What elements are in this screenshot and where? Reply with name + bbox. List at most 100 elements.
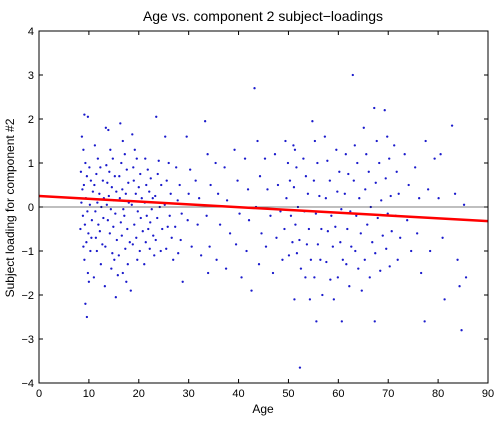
data-point (118, 175, 121, 178)
x-tick-label: 60 (332, 388, 344, 400)
data-point (117, 254, 120, 257)
data-point (82, 148, 85, 151)
data-point (334, 225, 337, 228)
data-point (324, 197, 328, 200)
data-point (260, 232, 263, 235)
data-point (180, 212, 183, 215)
data-point (82, 183, 86, 187)
data-point (95, 172, 98, 176)
data-point (143, 263, 146, 266)
data-point (199, 254, 203, 257)
data-point (122, 208, 125, 211)
data-point (189, 168, 192, 171)
y-tick-label: −3 (21, 334, 34, 346)
data-point (386, 135, 389, 138)
data-point (341, 258, 344, 261)
reference-lines (38, 194, 489, 223)
data-point (424, 139, 427, 143)
data-point (336, 190, 339, 193)
data-point (136, 258, 139, 261)
data-points (79, 73, 468, 369)
data-point (399, 236, 402, 239)
data-point (153, 254, 156, 257)
data-point (169, 192, 172, 195)
data-point (271, 271, 275, 275)
data-point (340, 208, 343, 211)
data-point (181, 280, 184, 283)
data-point (99, 166, 102, 169)
y-tick-label: −4 (21, 378, 34, 390)
x-tick-label: 40 (232, 388, 244, 400)
data-point (240, 276, 243, 279)
data-point (136, 210, 139, 213)
data-point (148, 247, 151, 250)
data-point (190, 245, 193, 248)
data-point (381, 234, 384, 237)
data-point (340, 320, 343, 323)
data-point (373, 106, 376, 110)
data-point (393, 144, 396, 147)
data-point (144, 241, 147, 244)
x-tick-label: 90 (482, 388, 494, 400)
chart-title: Age vs. component 2 subject−loadings (143, 8, 383, 24)
data-point (397, 192, 400, 195)
data-point (326, 159, 329, 162)
data-point (85, 241, 88, 244)
data-point (128, 241, 131, 244)
data-point (360, 289, 363, 292)
data-point (208, 245, 211, 248)
data-point (205, 214, 208, 217)
data-point (437, 197, 440, 200)
data-point (91, 190, 95, 193)
data-point (315, 320, 318, 323)
data-point (107, 128, 110, 132)
data-point (139, 172, 142, 176)
data-point (108, 170, 111, 173)
data-point (209, 183, 212, 187)
y-tick-label: 4 (28, 26, 34, 38)
data-point (179, 238, 182, 242)
data-point (154, 238, 157, 242)
data-point (134, 192, 137, 195)
data-point (161, 227, 164, 231)
data-point (130, 203, 133, 206)
data-point (306, 192, 310, 195)
data-point (132, 166, 135, 169)
data-point (99, 263, 103, 266)
data-point (145, 214, 148, 217)
data-point (307, 227, 311, 231)
data-point (84, 161, 87, 165)
data-point (119, 221, 122, 224)
data-point (374, 252, 377, 255)
data-point (223, 166, 226, 169)
data-point (185, 135, 188, 138)
data-point (375, 139, 378, 143)
data-point (148, 190, 151, 193)
y-tick-label: 0 (28, 202, 34, 214)
data-point (86, 115, 90, 118)
data-point (344, 153, 347, 156)
data-point (450, 124, 454, 127)
y-tick-label: −2 (21, 290, 34, 302)
data-point (89, 179, 93, 182)
data-point (85, 175, 89, 178)
data-point (305, 243, 309, 246)
data-point (131, 133, 134, 136)
data-point (196, 223, 199, 226)
data-point (152, 234, 155, 237)
data-point (376, 216, 379, 220)
data-point (269, 214, 272, 217)
data-point (289, 214, 293, 217)
data-point (395, 170, 398, 173)
data-point (258, 175, 262, 178)
data-point (325, 260, 328, 264)
data-point (86, 210, 89, 213)
data-point (116, 274, 119, 277)
data-point (343, 192, 346, 195)
data-point (79, 227, 82, 231)
data-point (87, 232, 90, 235)
data-point (114, 296, 117, 299)
data-point (131, 243, 134, 246)
data-point (276, 183, 280, 187)
data-point (338, 170, 341, 173)
